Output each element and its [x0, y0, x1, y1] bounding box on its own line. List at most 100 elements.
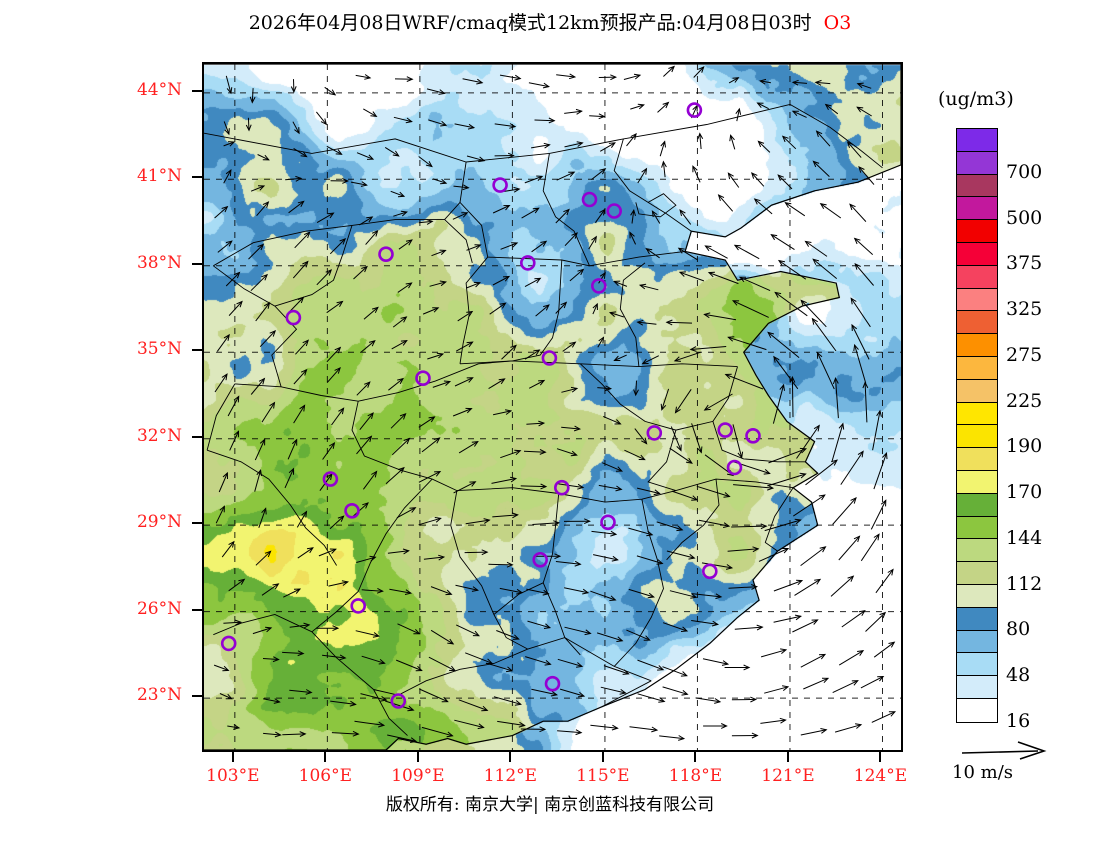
wind-vector — [465, 282, 481, 289]
city-marker-0[interactable] — [686, 102, 703, 118]
wind-arrowhead — [858, 610, 866, 617]
province-border-7 — [351, 401, 458, 492]
wind-vector — [262, 658, 279, 660]
city-marker-21[interactable] — [220, 635, 237, 652]
city-marker-14[interactable] — [322, 471, 339, 487]
wind-arrowhead — [443, 380, 452, 386]
city-marker-22[interactable] — [390, 693, 407, 709]
wind-arrowhead — [259, 438, 266, 446]
lon-tick-118 — [694, 752, 697, 762]
wind-arrowhead — [397, 377, 404, 385]
wind-vector — [870, 500, 887, 530]
wind-arrowhead — [633, 389, 639, 397]
city-marker-12[interactable] — [745, 427, 761, 444]
wind-vector — [324, 86, 336, 96]
wind-arrowhead — [233, 430, 240, 438]
wind-arrowhead — [446, 731, 454, 738]
wind-vector — [214, 373, 228, 393]
wind-arrowhead — [263, 301, 271, 309]
lat-tick-23 — [192, 695, 202, 698]
wind-vector — [453, 481, 476, 494]
wind-vector — [609, 312, 624, 318]
wind-arrowhead — [685, 457, 693, 464]
wind-vector — [626, 629, 650, 641]
wind-arrowhead — [366, 216, 374, 223]
wind-vector — [500, 242, 518, 250]
wind-arrowhead — [577, 483, 585, 490]
colorbar-tick-500: 500 — [1006, 206, 1043, 229]
wind-arrowhead — [729, 134, 735, 142]
province-border-4 — [459, 360, 738, 368]
wind-vector — [792, 619, 818, 633]
wind-arrowhead — [811, 317, 818, 325]
wind-vector — [535, 304, 550, 317]
city-marker-1[interactable] — [492, 177, 508, 193]
wind-arrowhead — [334, 346, 342, 354]
city-marker-4[interactable] — [378, 246, 394, 262]
wind-arrowhead — [611, 724, 619, 731]
wind-vector — [871, 711, 896, 723]
wind-vector — [599, 142, 616, 152]
wind-vector — [396, 659, 422, 671]
wind-arrowhead — [272, 656, 280, 663]
wind-arrowhead — [598, 336, 605, 344]
wind-arrowhead — [633, 73, 642, 80]
wind-vector — [430, 629, 454, 645]
wind-arrowhead — [402, 548, 410, 555]
wind-arrowhead — [770, 234, 778, 241]
wind-arrowhead — [341, 580, 350, 586]
wind-arrowhead — [678, 271, 686, 277]
wind-arrowhead — [641, 437, 648, 445]
city-marker-6[interactable] — [590, 278, 607, 294]
wind-vector — [732, 424, 743, 458]
wind-arrowhead — [853, 343, 859, 352]
wind-vector — [418, 471, 441, 483]
wind-arrowhead — [481, 705, 489, 712]
wind-vector — [669, 590, 697, 598]
city-marker-2[interactable] — [581, 191, 598, 208]
city-marker-7[interactable] — [285, 309, 302, 326]
city-marker-16[interactable] — [344, 502, 360, 519]
city-marker-17[interactable] — [600, 514, 616, 531]
wind-arrowhead — [342, 178, 350, 184]
forecast-map[interactable] — [202, 62, 903, 752]
wind-arrowhead — [707, 271, 715, 278]
wind-arrowhead — [725, 564, 734, 570]
city-marker-18[interactable] — [532, 551, 549, 568]
wind-arrowhead — [397, 191, 406, 198]
colorbar-tick-16: 16 — [1006, 710, 1031, 732]
city-marker-5[interactable] — [519, 255, 536, 271]
city-marker-8[interactable] — [541, 350, 558, 366]
wind-arrowhead — [261, 273, 268, 281]
wind-arrowhead — [438, 89, 446, 95]
city-marker-11[interactable] — [717, 422, 734, 438]
colorbar-band-14 — [957, 448, 997, 471]
wind-arrowhead — [692, 165, 698, 173]
wind-arrowhead — [854, 262, 861, 270]
city-marker-15[interactable] — [553, 479, 570, 496]
wind-vector — [760, 719, 786, 724]
wind-vector — [465, 652, 493, 664]
wind-vector — [841, 610, 866, 628]
city-marker-19[interactable] — [701, 563, 718, 580]
wind-arrowhead — [425, 160, 433, 168]
wind-arrowhead — [236, 300, 243, 308]
wind-vector — [636, 487, 660, 494]
city-marker-9[interactable] — [415, 370, 431, 387]
wind-arrowhead — [299, 404, 306, 412]
wind-vector — [452, 212, 468, 220]
city-marker-3[interactable] — [606, 203, 623, 219]
wind-vector — [812, 258, 838, 279]
wind-arrowhead — [858, 165, 865, 173]
wind-vector — [296, 511, 307, 528]
wind-vector — [456, 341, 473, 352]
city-marker-13[interactable] — [726, 459, 743, 476]
city-marker-23[interactable] — [544, 675, 561, 692]
city-marker-20[interactable] — [350, 598, 366, 614]
wind-arrowhead — [813, 424, 820, 432]
wind-arrowhead — [751, 732, 759, 739]
city-marker-10[interactable] — [646, 425, 663, 441]
wind-vector — [637, 321, 657, 325]
wind-vector — [326, 347, 341, 363]
colorbar[interactable] — [956, 128, 998, 723]
